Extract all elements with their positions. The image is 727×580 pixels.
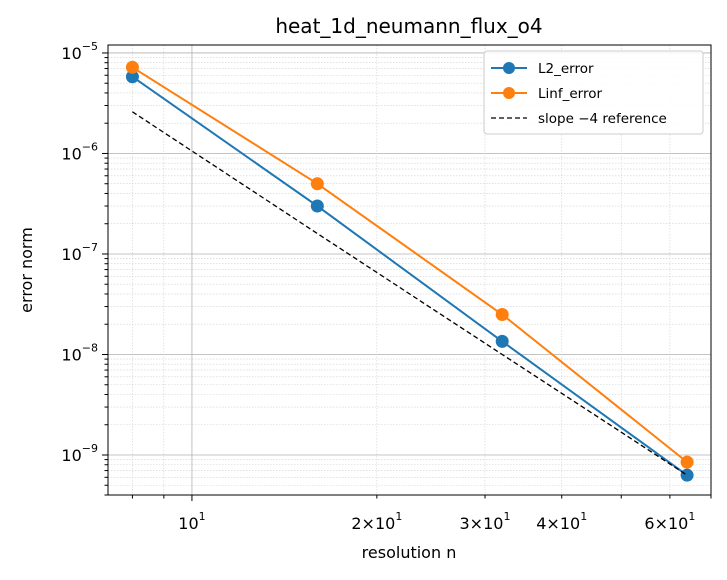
x-tick-exponent: 1: [580, 510, 587, 523]
series-point-0: [680, 468, 694, 482]
y-tick-base: 10: [61, 144, 81, 163]
y-tick-label: 10−6: [61, 140, 98, 163]
series-point-1: [310, 177, 324, 191]
y-tick-base: 10: [61, 245, 81, 264]
y-tick-exponent: −8: [82, 341, 98, 354]
legend-box: [483, 50, 704, 135]
series-point-1: [495, 307, 509, 321]
x-tick-base: 2×10: [351, 514, 395, 533]
legend-label-1: Linf_error: [538, 86, 602, 102]
y-tick-label: 10−9: [61, 442, 98, 465]
series-point-0: [310, 199, 324, 213]
y-tick-exponent: −6: [82, 140, 98, 153]
y-axis-label: error norm: [17, 227, 36, 313]
series-point-0: [125, 70, 139, 84]
x-tick-exponent: 1: [503, 510, 510, 523]
y-tick-label: 10−7: [61, 241, 98, 264]
y-tick-exponent: −7: [82, 241, 98, 254]
x-tick-base: 4×10: [536, 514, 580, 533]
x-tick-exponent: 1: [199, 510, 206, 523]
axes-frame: [107, 44, 712, 496]
x-tick-label: 6×101: [644, 510, 695, 533]
x-tick-base: 6×10: [644, 514, 688, 533]
series-line-0: [131, 75, 688, 477]
series-point-1: [680, 455, 694, 469]
series-point-1: [125, 60, 139, 74]
plot-area: [125, 60, 694, 482]
y-tick-base: 10: [61, 446, 81, 465]
y-tick-base: 10: [61, 345, 81, 364]
chart-title: heat_1d_neumann_flux_o4: [275, 14, 542, 38]
x-tick-label: 3×101: [460, 510, 511, 533]
x-tick-label: 4×101: [536, 510, 587, 533]
y-tick-exponent: −5: [82, 40, 98, 53]
y-tick-base: 10: [61, 44, 81, 63]
y-tick-label: 10−8: [61, 341, 98, 364]
x-tick-label: 101: [178, 510, 205, 533]
x-tick-exponent: 1: [395, 510, 402, 523]
y-tick-exponent: −9: [82, 442, 98, 455]
y-tick-label: 10−5: [61, 40, 98, 63]
series-point-0: [495, 334, 509, 348]
series-line-1: [131, 66, 688, 463]
x-tick-base: 10: [178, 514, 198, 533]
x-tick-exponent: 1: [688, 510, 695, 523]
x-axis-label: resolution n: [362, 543, 457, 562]
x-tick-label: 2×101: [351, 510, 402, 533]
x-tick-base: 3×10: [460, 514, 504, 533]
legend-label-2: slope −4 reference: [538, 111, 667, 127]
series-line-2: [132, 111, 688, 476]
legend-marker-0: [503, 62, 515, 74]
legend-label-0: L2_error: [538, 61, 594, 77]
legend-marker-1: [503, 87, 515, 99]
